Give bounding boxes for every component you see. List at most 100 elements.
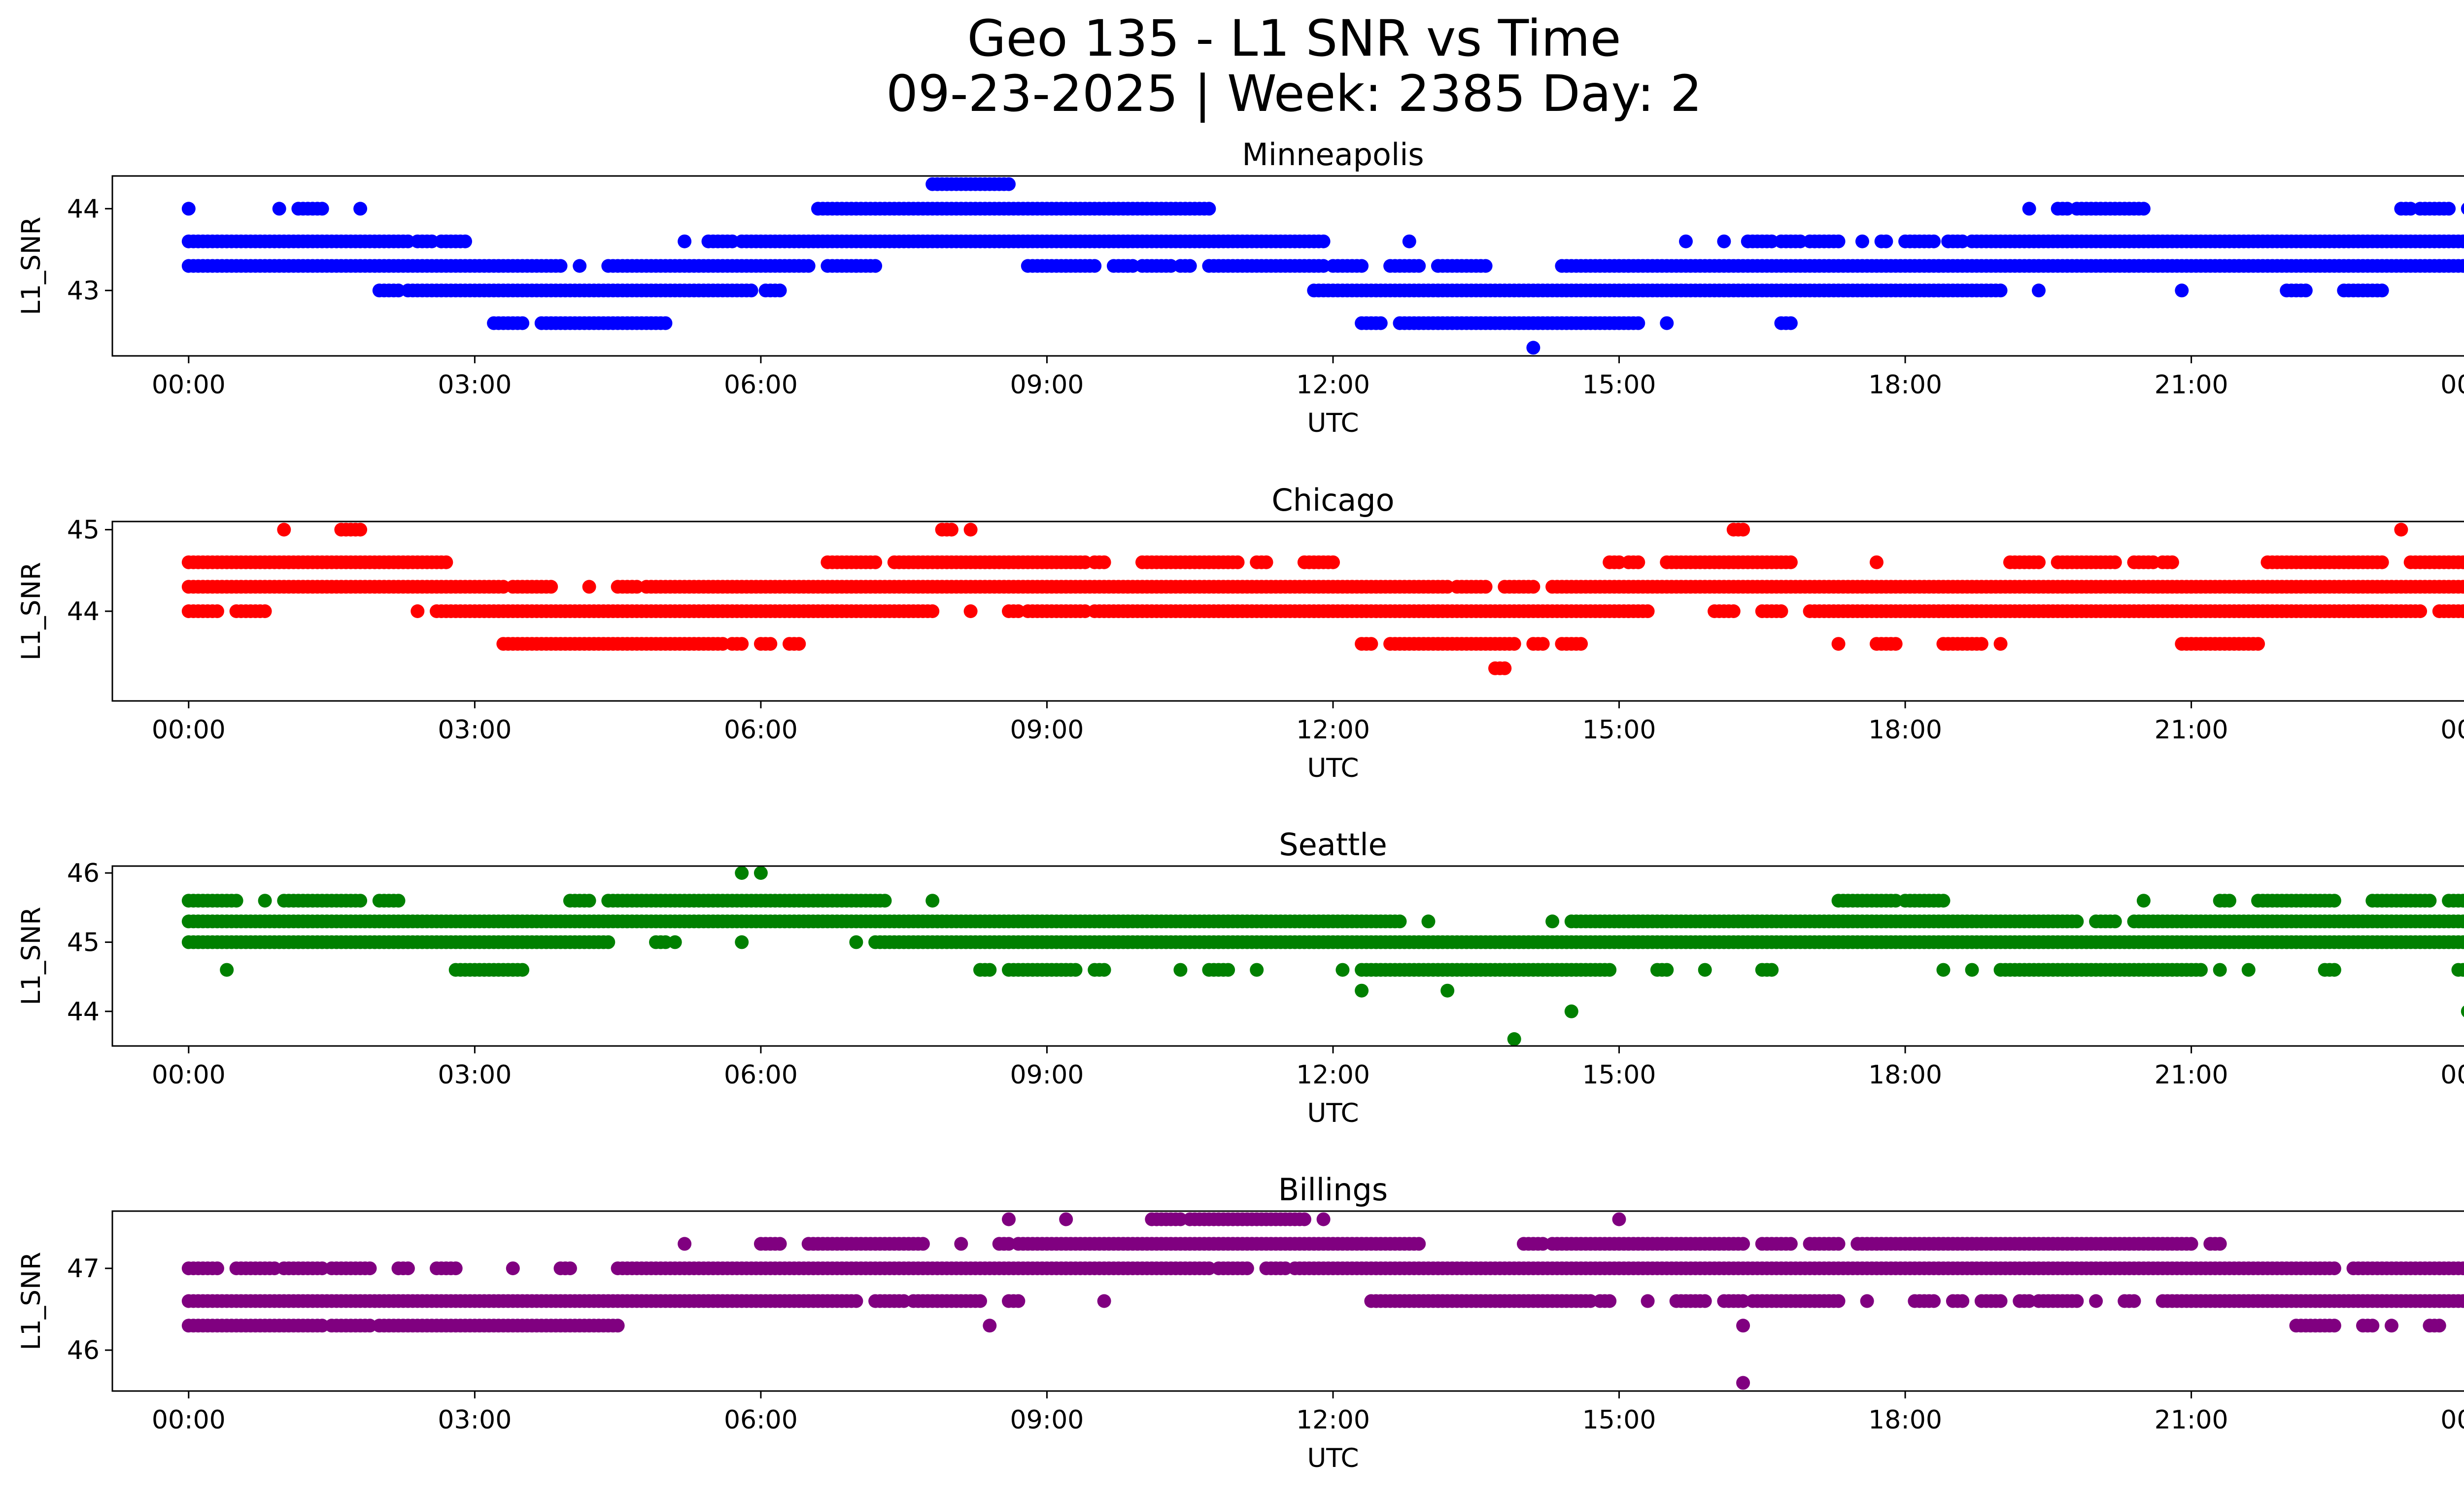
- data-point: [678, 235, 691, 248]
- scatter-points: [182, 1213, 2464, 1390]
- data-point: [2432, 1319, 2446, 1332]
- data-point: [2165, 556, 2179, 569]
- data-point: [773, 283, 787, 297]
- x-tick-label: 15:00: [1582, 1405, 1656, 1435]
- x-tick-label: 12:00: [1296, 715, 1370, 745]
- scatter-points: [182, 523, 2464, 675]
- data-point: [449, 1261, 463, 1275]
- x-tick-label: 03:00: [438, 1060, 512, 1090]
- data-point: [1298, 1213, 1311, 1226]
- data-point: [353, 202, 367, 215]
- x-tick-label: 21:00: [2155, 1405, 2228, 1435]
- data-point: [2223, 894, 2236, 907]
- x-tick-label: 06:00: [724, 370, 798, 400]
- data-point: [258, 894, 272, 907]
- panel-title: Billings: [1278, 1172, 1388, 1208]
- data-point: [439, 556, 453, 569]
- data-point: [1317, 1213, 1331, 1226]
- data-point: [573, 259, 586, 273]
- data-point: [773, 1237, 787, 1251]
- data-point: [792, 637, 806, 651]
- figure-title-line2: 09-23-2025 | Week: 2385 Day: 2: [886, 65, 1702, 123]
- data-point: [2413, 604, 2427, 618]
- y-axis-label: L1_SNR: [16, 562, 46, 661]
- data-point: [964, 523, 978, 537]
- data-point: [2089, 1294, 2103, 1308]
- data-point: [945, 523, 958, 537]
- data-point: [1860, 1294, 1874, 1308]
- data-point: [1412, 259, 1426, 273]
- x-tick-label: 15:00: [1582, 1060, 1656, 1090]
- data-point: [2108, 556, 2122, 569]
- data-point: [2327, 1261, 2341, 1275]
- x-tick-label: 00:00: [2440, 715, 2464, 745]
- data-point: [1002, 177, 1016, 191]
- data-point: [1317, 235, 1331, 248]
- data-point: [1698, 963, 1712, 977]
- data-point: [1641, 604, 1655, 618]
- data-point: [964, 604, 978, 618]
- data-point: [983, 963, 996, 977]
- x-tick-label: 06:00: [724, 1405, 798, 1435]
- data-point: [1088, 259, 1101, 273]
- data-point: [1059, 1213, 1073, 1226]
- data-point: [2442, 202, 2456, 215]
- data-point: [2375, 556, 2389, 569]
- data-point: [1955, 1294, 1969, 1308]
- data-point: [2070, 914, 2084, 928]
- data-point: [1717, 235, 1731, 248]
- x-tick-label: 09:00: [1010, 1060, 1084, 1090]
- data-point: [1937, 963, 1951, 977]
- data-point: [745, 283, 758, 297]
- data-point: [1260, 556, 1273, 569]
- data-point: [182, 202, 196, 215]
- x-tick-label: 18:00: [1868, 370, 1942, 400]
- data-point: [1765, 963, 1779, 977]
- data-point: [1631, 556, 1645, 569]
- data-point: [2375, 283, 2389, 297]
- data-point: [668, 935, 682, 949]
- data-point: [1526, 580, 1540, 593]
- data-point: [925, 894, 939, 907]
- data-point: [563, 1261, 577, 1275]
- data-point: [1698, 1294, 1712, 1308]
- y-tick-label: 46: [67, 1336, 100, 1365]
- data-point: [315, 202, 329, 215]
- data-point: [2127, 1294, 2141, 1308]
- data-point: [1927, 235, 1941, 248]
- data-point: [1002, 1213, 1016, 1226]
- data-point: [1231, 556, 1245, 569]
- data-point: [1736, 1319, 1750, 1332]
- x-tick-label: 21:00: [2155, 370, 2228, 400]
- x-tick-label: 00:00: [2440, 1060, 2464, 1090]
- data-point: [210, 604, 224, 618]
- data-point: [210, 1261, 224, 1275]
- data-point: [1937, 894, 1951, 907]
- data-point: [868, 556, 882, 569]
- data-point: [363, 1261, 377, 1275]
- x-tick-label: 21:00: [2155, 715, 2228, 745]
- data-point: [754, 866, 768, 880]
- x-tick-label: 09:00: [1010, 1405, 1084, 1435]
- data-point: [1498, 661, 1511, 675]
- data-point: [515, 963, 529, 977]
- y-axis-label: L1_SNR: [16, 907, 46, 1006]
- data-point: [1736, 1237, 1750, 1251]
- x-tick-label: 03:00: [438, 370, 512, 400]
- data-point: [735, 637, 749, 651]
- data-point: [2385, 1319, 2398, 1332]
- data-point: [1631, 316, 1645, 330]
- data-point: [1603, 1294, 1616, 1308]
- data-point: [1364, 637, 1378, 651]
- data-point: [2022, 202, 2036, 215]
- y-tick-label: 45: [67, 516, 100, 545]
- data-point: [1927, 1294, 1941, 1308]
- y-tick-label: 44: [67, 597, 100, 627]
- data-point: [954, 1237, 968, 1251]
- data-point: [1784, 316, 1798, 330]
- x-tick-label: 18:00: [1868, 1405, 1942, 1435]
- data-point: [1965, 963, 1979, 977]
- data-point: [2185, 1237, 2198, 1251]
- data-point: [2327, 1319, 2341, 1332]
